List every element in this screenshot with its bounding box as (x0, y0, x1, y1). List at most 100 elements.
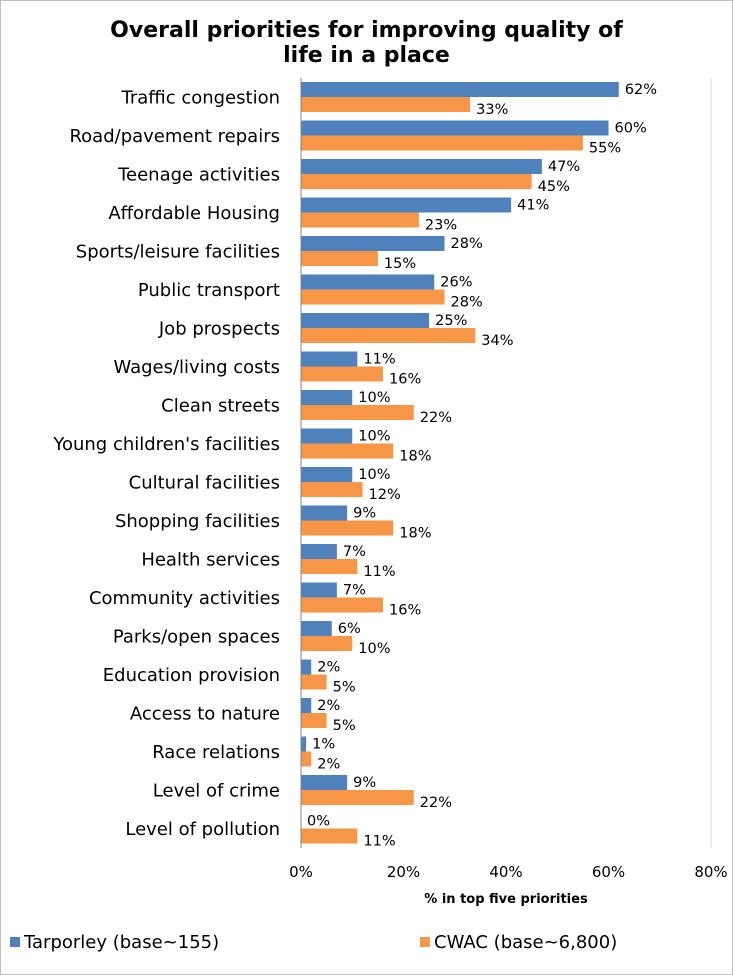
bar-tarporley (301, 736, 307, 752)
category-label: Level of pollution (125, 819, 280, 840)
category-label: Shopping facilities (115, 511, 280, 532)
bar-tarporley (301, 505, 348, 521)
bar-cwac (301, 328, 476, 343)
bar-tarporley (301, 159, 542, 174)
data-label: 0% (307, 814, 330, 830)
data-label: 2% (317, 698, 340, 714)
category-label: Cultural facilities (129, 472, 280, 493)
data-label: 11% (363, 834, 395, 850)
bar-cwac (301, 212, 419, 228)
category-label: Clean streets (161, 395, 280, 416)
axis-group: 0% 20% 40% 60% 80% % in top five priorities (289, 78, 728, 907)
x-axis-label: % in top five priorities (424, 892, 588, 907)
bar-cwac (301, 251, 378, 266)
category-label: Young children's facilities (52, 434, 280, 455)
data-label: 9% (353, 506, 376, 522)
bar-cwac (301, 405, 414, 420)
data-label: 16% (389, 603, 421, 619)
chart-title: Overall priorities for improving quality… (0, 18, 733, 68)
bar-tarporley (301, 621, 332, 636)
data-label: 22% (420, 410, 452, 426)
bar-cwac (301, 366, 383, 382)
bar-tarporley (301, 82, 619, 97)
bar-cwac (301, 443, 394, 459)
data-label: 28% (451, 236, 483, 252)
data-label: 26% (440, 275, 472, 291)
data-label: 25% (435, 313, 467, 329)
data-label: 9% (353, 775, 376, 791)
category-label: Traffic congestion (121, 87, 280, 108)
bar-cwac (301, 135, 583, 151)
data-label: 12% (369, 487, 401, 503)
data-label: 18% (399, 526, 431, 542)
category-label: Job prospects (158, 318, 280, 339)
data-label: 7% (343, 544, 366, 560)
bar-cwac (301, 790, 414, 805)
data-label: 2% (317, 757, 340, 773)
bar-cwac (301, 559, 358, 574)
data-label: 11% (363, 564, 395, 580)
data-label: 34% (481, 333, 513, 349)
bar-cwac (301, 597, 383, 613)
category-label: Community activities (89, 588, 280, 609)
data-label: 33% (476, 102, 508, 118)
bar-tarporley (301, 390, 353, 405)
bar-cwac (301, 713, 327, 728)
category-label: Affordable Housing (108, 203, 280, 224)
bar-tarporley (301, 351, 358, 367)
category-label: Education provision (103, 665, 280, 686)
legend-swatch-cwac (420, 937, 430, 947)
bar-cwac (301, 520, 394, 536)
bar-cwac (301, 482, 363, 497)
data-label: 7% (343, 583, 366, 599)
category-label: Public transport (138, 280, 280, 301)
category-label: Level of crime (153, 780, 280, 801)
bar-cwac (301, 174, 532, 189)
bar-tarporley (301, 544, 337, 559)
bar-cwac (301, 636, 353, 651)
data-label: 1% (312, 737, 335, 753)
category-label: Teenage activities (117, 164, 280, 185)
data-label: 47% (548, 159, 580, 175)
legend-swatch-tarporley (10, 937, 20, 947)
category-label: Wages/living costs (113, 357, 280, 378)
legend-label-tarporley: Tarporley (base~155) (23, 932, 219, 953)
data-label: 5% (333, 680, 356, 696)
data-label: 18% (399, 449, 431, 465)
data-label: 10% (358, 429, 390, 445)
data-label: 28% (451, 295, 483, 311)
chart-title-line-2: life in a place (283, 43, 450, 68)
value-labels-group: 62% 33% 60% 55% 47% 45% 41% 23% 28% 15% 26% 28% 25% 3… (307, 82, 657, 850)
legend: Tarporley (base~155) CWAC (base~6,800) (10, 932, 617, 953)
bar-cwac (301, 674, 327, 690)
data-label: 45% (538, 179, 570, 195)
x-tick-label: 0% (289, 863, 313, 881)
legend-label-cwac: CWAC (base~6,800) (434, 932, 617, 953)
bar-tarporley (301, 775, 348, 790)
bar-tarporley (301, 120, 609, 136)
bar-tarporley (301, 236, 445, 251)
data-label: 62% (625, 82, 657, 98)
bar-tarporley (301, 274, 435, 290)
data-label: 11% (363, 352, 395, 368)
category-label: Sports/leisure facilities (76, 241, 280, 262)
category-label: Race relations (152, 742, 280, 763)
bars-group (301, 82, 619, 844)
bar-cwac (301, 97, 471, 112)
data-label: 10% (358, 467, 390, 483)
data-label: 15% (384, 256, 416, 272)
data-label: 41% (517, 198, 549, 214)
bar-tarporley (301, 467, 353, 482)
data-label: 60% (615, 121, 647, 137)
bar-tarporley (301, 582, 337, 598)
data-label: 22% (420, 795, 452, 811)
x-tick-label: 60% (592, 863, 625, 881)
data-label: 10% (358, 390, 390, 406)
bar-cwac (301, 289, 445, 305)
data-label: 23% (425, 218, 457, 234)
category-labels-group: Traffic congestion Road/pavement repairs T… (52, 87, 280, 840)
data-label: 16% (389, 372, 421, 388)
category-label: Road/pavement repairs (69, 126, 280, 147)
x-tick-label: 40% (489, 863, 522, 881)
